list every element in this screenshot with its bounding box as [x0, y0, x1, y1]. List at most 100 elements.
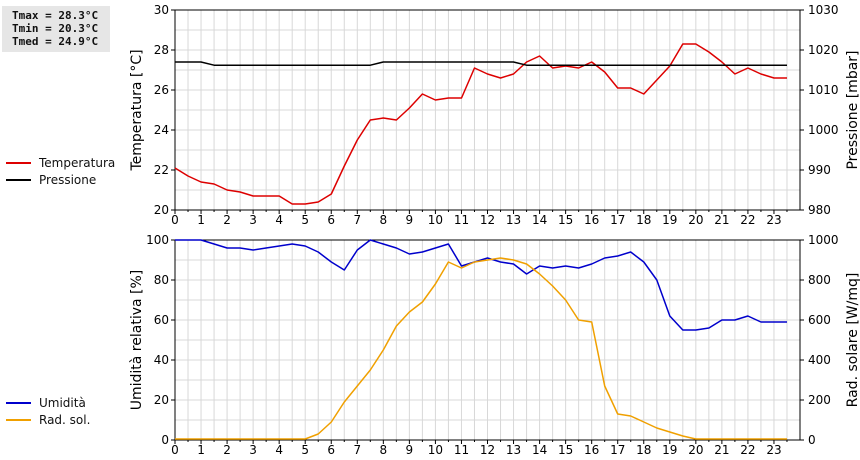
- x-tick-label: 19: [662, 213, 677, 227]
- legend-label-radiation: Rad. sol.: [39, 412, 91, 427]
- y-right-tick-label: 1000: [808, 123, 839, 137]
- x-tick-label: 1: [197, 443, 205, 457]
- y-left-tick-label: 26: [154, 83, 169, 97]
- x-tick-label: 21: [714, 443, 729, 457]
- y-left-tick-label: 40: [154, 353, 169, 367]
- x-tick-label: 14: [532, 213, 547, 227]
- x-tick-label: 8: [380, 213, 388, 227]
- x-tick-label: 8: [380, 443, 388, 457]
- x-tick-label: 22: [740, 213, 755, 227]
- y-left-tick-label: 100: [146, 233, 169, 247]
- y-left-tick-label: 28: [154, 43, 169, 57]
- x-tick-label: 20: [688, 213, 703, 227]
- y-left-tick-label: 30: [154, 3, 169, 17]
- x-tick-label: 23: [766, 443, 781, 457]
- temp-chart: 0 1 2 3 4 5 6 7 8 9 10 11 12 13 14 15 16 17 18 19 20 21 22 2320…: [129, 3, 860, 227]
- legend-item-radiation: Rad. sol.: [6, 411, 90, 428]
- x-tick-label: 23: [766, 213, 781, 227]
- y-right-tick-label: 990: [808, 163, 831, 177]
- series-line-pressione: [175, 61, 787, 66]
- x-tick-label: 2: [223, 213, 231, 227]
- x-tick-label: 18: [636, 443, 651, 457]
- x-tick-label: 3: [249, 213, 257, 227]
- y-left-tick-label: 22: [154, 163, 169, 177]
- y-right-tick-label: 1010: [808, 83, 839, 97]
- x-tick-label: 12: [480, 443, 495, 457]
- series-line-temperatura: [174, 43, 787, 205]
- x-tick-label: 1: [197, 213, 205, 227]
- x-tick-label: 7: [353, 443, 361, 457]
- x-tick-label: 15: [558, 213, 573, 227]
- x-tick-label: 19: [662, 443, 677, 457]
- y-right-tick-label: 800: [808, 273, 831, 287]
- series-line-umidit: [175, 239, 787, 331]
- x-tick-label: 6: [327, 443, 335, 457]
- y-right-tick-label: 1030: [808, 3, 839, 17]
- y-right-tick-label: 600: [808, 313, 831, 327]
- y-right-tick-label: 200: [808, 393, 831, 407]
- x-tick-label: 18: [636, 213, 651, 227]
- y-right-tick-label: 1000: [808, 233, 839, 247]
- x-tick-label: 16: [584, 213, 599, 227]
- humidity-chart: 0 1 2 3 4 5 6 7 8 9 10 11 12 13 14 15 16 17 18 19 20 21 22 2302…: [129, 233, 860, 457]
- x-tick-label: 10: [428, 213, 443, 227]
- legend-top: Temperatura Pressione: [6, 154, 115, 188]
- stats-tmin: Tmin = 20.3°C: [12, 22, 99, 35]
- y-right-tick-label: 400: [808, 353, 831, 367]
- x-tick-label: 20: [688, 443, 703, 457]
- y-left-tick-label: 24: [154, 123, 169, 137]
- y-right-axis-label: Rad. solare [W/mq]: [845, 273, 860, 408]
- y-left-axis-label: Umidità relativa [%]: [129, 270, 145, 411]
- legend-item-pressure: Pressione: [6, 171, 115, 188]
- x-tick-label: 0: [171, 213, 179, 227]
- x-tick-label: 7: [353, 213, 361, 227]
- x-tick-label: 4: [275, 213, 283, 227]
- legend-swatch-temperature: [6, 161, 31, 164]
- x-tick-label: 3: [249, 443, 257, 457]
- y-left-tick-label: 60: [154, 313, 169, 327]
- x-tick-label: 10: [428, 443, 443, 457]
- x-tick-label: 11: [454, 443, 469, 457]
- legend-label-humidity: Umidità: [39, 395, 86, 410]
- series-line-rad-sol: [175, 257, 787, 440]
- y-left-tick-label: 0: [161, 433, 169, 447]
- legend-swatch-pressure: [6, 178, 31, 181]
- y-right-tick-label: 1020: [808, 43, 839, 57]
- y-right-tick-label: 0: [808, 433, 816, 447]
- x-tick-label: 5: [301, 213, 309, 227]
- x-tick-label: 22: [740, 443, 755, 457]
- legend-item-temperature: Temperatura: [6, 154, 115, 171]
- x-tick-label: 13: [506, 213, 521, 227]
- legend-bottom: Umidità Rad. sol.: [6, 394, 90, 428]
- x-tick-label: 17: [610, 213, 625, 227]
- x-tick-label: 14: [532, 443, 547, 457]
- x-tick-label: 15: [558, 443, 573, 457]
- x-tick-label: 2: [223, 443, 231, 457]
- x-tick-label: 9: [406, 443, 414, 457]
- legend-label-pressure: Pressione: [39, 172, 97, 187]
- y-left-tick-label: 80: [154, 273, 169, 287]
- x-tick-label: 13: [506, 443, 521, 457]
- x-tick-label: 5: [301, 443, 309, 457]
- legend-swatch-radiation: [6, 418, 31, 421]
- x-tick-label: 9: [406, 213, 414, 227]
- stats-tmax: Tmax = 28.3°C: [12, 9, 99, 22]
- y-right-axis-label: Pressione [mbar]: [845, 50, 860, 169]
- x-tick-label: 17: [610, 443, 625, 457]
- x-tick-label: 12: [480, 213, 495, 227]
- stats-tmed: Tmed = 24.9°C: [12, 35, 99, 48]
- x-tick-label: 21: [714, 213, 729, 227]
- legend-label-temperature: Temperatura: [39, 155, 116, 170]
- x-tick-label: 11: [454, 213, 469, 227]
- y-left-tick-label: 20: [154, 203, 169, 217]
- y-left-axis-label: Temperatura [°C]: [129, 49, 145, 171]
- stats-box: Tmax = 28.3°C Tmin = 20.3°C Tmed = 24.9°…: [2, 6, 110, 52]
- y-right-tick-label: 980: [808, 203, 831, 217]
- x-tick-label: 0: [171, 443, 179, 457]
- x-tick-label: 16: [584, 443, 599, 457]
- legend-swatch-humidity: [6, 401, 31, 404]
- y-left-tick-label: 20: [154, 393, 169, 407]
- x-tick-label: 6: [327, 213, 335, 227]
- legend-item-humidity: Umidità: [6, 394, 90, 411]
